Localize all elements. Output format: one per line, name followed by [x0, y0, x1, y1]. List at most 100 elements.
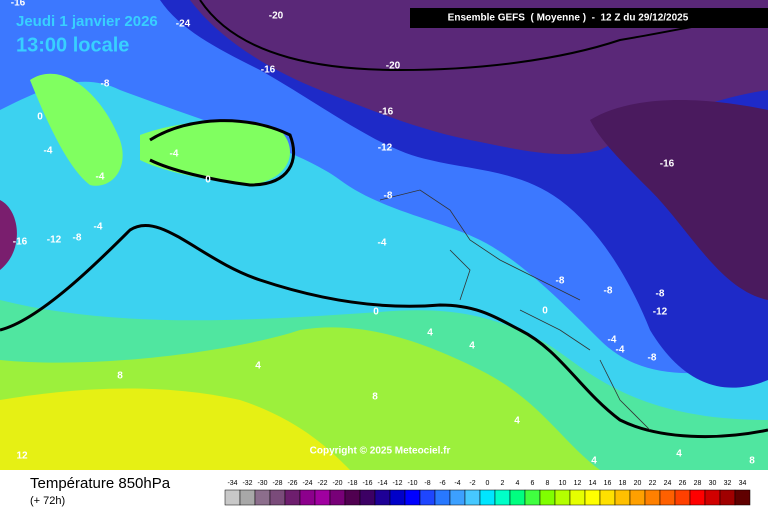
legend-swatch	[509, 489, 526, 506]
legend-tick-label: 18	[619, 480, 627, 487]
legend-tick-label: 32	[724, 480, 732, 487]
legend-swatch	[374, 489, 391, 506]
contour-label: 4	[469, 341, 475, 352]
legend-tick-label: -10	[407, 480, 417, 487]
legend-tick-label: 22	[649, 480, 657, 487]
legend-swatch	[674, 489, 691, 506]
contour-label: -8	[101, 79, 110, 90]
coastline	[379, 189, 651, 431]
greenland	[30, 73, 123, 186]
legend-swatch	[554, 489, 571, 506]
contour-label: -16	[261, 65, 276, 76]
legend-swatch	[389, 489, 406, 506]
legend-swatch	[734, 489, 751, 506]
contour-label: -16	[660, 159, 675, 170]
contour-label: -8	[648, 353, 657, 364]
legend-tick-label: 34	[739, 480, 747, 487]
contour-label: -24	[176, 19, 191, 30]
legend-swatch	[464, 489, 481, 506]
legend-swatch	[614, 489, 631, 506]
contour-label: -12	[378, 143, 393, 154]
warmest-zone	[0, 388, 350, 470]
copyright: Copyright © 2025 Meteociel.fr	[310, 446, 451, 457]
contour-label: -4	[608, 335, 617, 346]
legend-swatch	[404, 489, 421, 506]
legend-tick-label: -18	[347, 480, 357, 487]
contour-label: 0	[542, 306, 548, 317]
contour-label: -16	[379, 107, 394, 118]
legend-tick-label: 10	[559, 480, 567, 487]
color-legend: -34 -32 -30 -28 -26 -24 -22 -20 -18 -16 -14 -12 -10-…	[224, 480, 751, 506]
contour-label: -16	[13, 237, 28, 248]
legend-tick-label: 12	[574, 480, 582, 487]
legend-swatch	[434, 489, 451, 506]
very-cold-zone	[590, 100, 768, 300]
legend-swatch	[584, 489, 601, 506]
contour-label: 8	[117, 371, 123, 382]
contour-label: 4	[514, 416, 520, 427]
legend-swatch	[359, 489, 376, 506]
time: 13:00 locale	[16, 34, 129, 56]
legend-swatch	[494, 489, 511, 506]
contour-labels: -16-24-20-16 -20-80 -16-4 -12-4-4 0-8-16 -12-…	[11, 0, 755, 467]
legend-tick-label: -12	[392, 480, 402, 487]
legend-tick-label: 20	[634, 480, 642, 487]
legend-swatch	[449, 489, 466, 506]
legend-swatch	[569, 489, 586, 506]
legend-tick-label: 24	[664, 480, 672, 487]
legend-swatch	[599, 489, 616, 506]
legend-tick-label: -34	[227, 480, 237, 487]
legend-swatch	[254, 489, 271, 506]
contour-label: -4	[44, 146, 53, 157]
legend-swatch	[524, 489, 541, 506]
legend-tick-label: -8	[424, 480, 430, 487]
legend-swatch	[314, 489, 331, 506]
legend-swatch	[419, 489, 436, 506]
contour-label: 8	[372, 392, 378, 403]
legend-tick-label: 2	[501, 480, 505, 487]
legend-swatch	[329, 489, 346, 506]
contour-label: -8	[604, 286, 613, 297]
contour-label: -4	[616, 345, 625, 356]
legend-tick-label: 14	[589, 480, 597, 487]
contour-label: -4	[378, 238, 387, 249]
legend-tick-label: -16	[362, 480, 372, 487]
legend-swatch	[299, 489, 316, 506]
contour-label: -8	[556, 276, 565, 287]
legend-tick-label: -20	[332, 480, 342, 487]
zero-isotherm	[149, 119, 296, 187]
contour-label: 4	[591, 456, 597, 467]
legend-tick-label: 4	[516, 480, 520, 487]
legend-swatch	[629, 489, 646, 506]
legend-tick-label: -4	[454, 480, 460, 487]
legend-tick-label: -14	[377, 480, 387, 487]
lead-time: (+ 72h)	[30, 495, 65, 507]
contour-label: -16	[11, 0, 26, 9]
contour-label: 0	[373, 307, 379, 318]
legend-tick-label: -2	[469, 480, 475, 487]
legend-tick-label: -24	[302, 480, 312, 487]
legend-swatch	[344, 489, 361, 506]
date: Jeudi 1 janvier 2026	[16, 13, 158, 30]
legend-tick-label: -28	[272, 480, 282, 487]
legend-tick-label: -32	[242, 480, 252, 487]
contour-label: 4	[255, 361, 261, 372]
legend-tick-label: -22	[317, 480, 327, 487]
legend-tick-label: 0	[486, 480, 490, 487]
legend-swatch	[539, 489, 556, 506]
contour-label: -20	[386, 61, 401, 72]
contour-label: 4	[676, 449, 682, 460]
legend-tick-label: 28	[694, 480, 702, 487]
contour-label: -8	[73, 233, 82, 244]
contour-label: 0	[37, 112, 43, 123]
legend-tick-label: -6	[439, 480, 445, 487]
contour-label: 4	[427, 328, 433, 339]
legend-tick-label: -30	[257, 480, 267, 487]
legend-swatch	[689, 489, 706, 506]
contour-label: -4	[170, 149, 179, 160]
legend-tick-label: 30	[709, 480, 717, 487]
legend-swatch	[704, 489, 721, 506]
contour-label: -12	[653, 307, 668, 318]
contour-label: 8	[749, 456, 755, 467]
